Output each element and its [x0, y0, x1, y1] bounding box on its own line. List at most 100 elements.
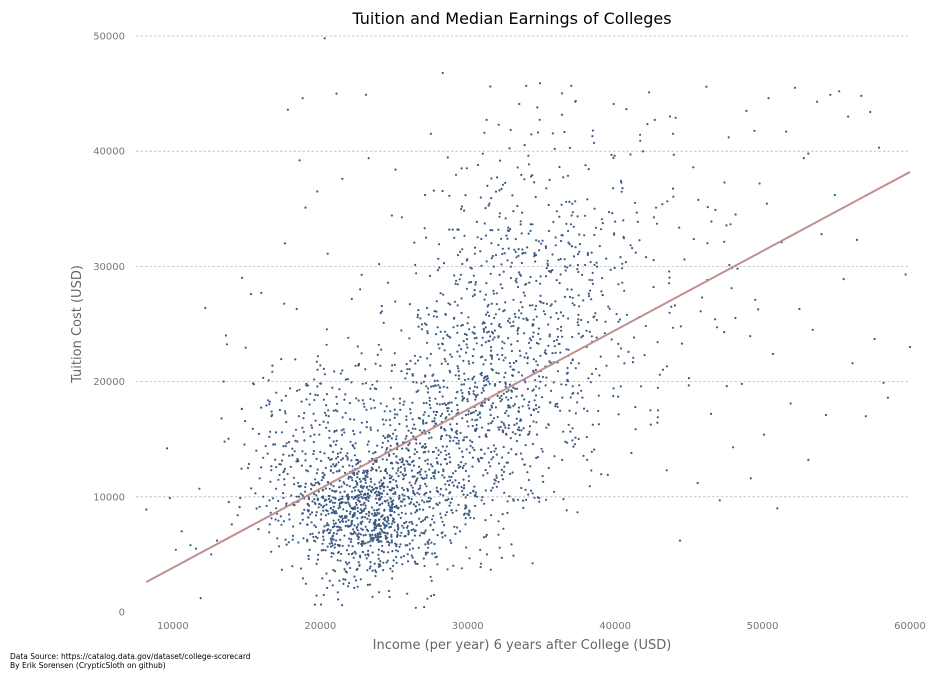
- data-point: [507, 427, 510, 430]
- data-point: [313, 498, 316, 501]
- data-point: [413, 534, 417, 537]
- data-point: [267, 379, 270, 382]
- data-point: [582, 407, 586, 410]
- data-point: [334, 443, 337, 446]
- data-point: [448, 228, 451, 231]
- data-point: [314, 393, 317, 396]
- data-point: [379, 498, 382, 501]
- data-point: [503, 465, 506, 468]
- data-point: [432, 528, 435, 532]
- data-point: [591, 282, 595, 285]
- data-point: [494, 254, 498, 257]
- data-point: [479, 356, 482, 359]
- data-point: [326, 421, 330, 424]
- data-point: [443, 349, 446, 352]
- data-point: [535, 239, 538, 242]
- data-point: [617, 395, 620, 398]
- data-point: [297, 481, 300, 484]
- data-point: [306, 384, 309, 387]
- data-point: [464, 462, 467, 465]
- data-point: [561, 396, 564, 399]
- data-point: [303, 439, 306, 442]
- data-point: [482, 389, 485, 392]
- data-point: [425, 401, 428, 405]
- data-point: [454, 173, 458, 176]
- data-point: [391, 501, 394, 504]
- data-point: [448, 504, 451, 507]
- data-point: [338, 515, 341, 518]
- data-point: [482, 377, 486, 380]
- data-point: [652, 286, 655, 289]
- data-point: [465, 333, 468, 336]
- data-point: [377, 491, 380, 495]
- data-point: [603, 332, 606, 335]
- data-point: [401, 447, 404, 450]
- data-point: [336, 529, 339, 532]
- data-point: [366, 475, 369, 479]
- data-point: [462, 478, 465, 481]
- data-point: [529, 465, 532, 468]
- data-point: [384, 470, 387, 473]
- data-point: [510, 543, 513, 546]
- data-point: [326, 522, 329, 525]
- data-point: [401, 486, 404, 490]
- data-point: [678, 226, 681, 229]
- data-point: [449, 436, 452, 439]
- data-point: [268, 523, 271, 526]
- data-point: [351, 516, 354, 519]
- data-point: [414, 263, 417, 266]
- data-point: [385, 458, 388, 461]
- data-point: [268, 499, 271, 502]
- data-point: [363, 496, 366, 499]
- data-point: [591, 271, 594, 274]
- y-tick-label: 30000: [93, 262, 125, 273]
- data-point: [321, 471, 324, 474]
- data-point: [411, 475, 414, 478]
- data-point: [444, 534, 447, 537]
- data-point: [364, 382, 367, 385]
- data-point: [335, 457, 338, 460]
- data-point: [349, 440, 352, 443]
- data-point: [515, 256, 518, 259]
- data-point: [446, 362, 449, 366]
- data-point: [451, 511, 454, 514]
- data-point: [408, 548, 411, 551]
- data-point: [385, 448, 388, 451]
- data-point: [306, 540, 309, 543]
- x-tick-label: 20000: [304, 621, 336, 632]
- data-point: [396, 531, 399, 534]
- data-point: [449, 479, 452, 482]
- data-point: [325, 393, 328, 396]
- data-point: [268, 531, 271, 534]
- data-point: [304, 452, 307, 455]
- data-point: [497, 358, 501, 361]
- data-point: [381, 446, 384, 449]
- data-point: [277, 545, 281, 548]
- data-point: [395, 561, 398, 565]
- data-point: [648, 91, 651, 94]
- data-point: [475, 342, 478, 345]
- data-point: [366, 541, 369, 544]
- data-point: [531, 442, 535, 446]
- data-point: [468, 451, 471, 454]
- data-point: [258, 505, 261, 508]
- data-point: [491, 499, 494, 502]
- data-point: [617, 283, 620, 286]
- data-point: [644, 256, 648, 259]
- data-point: [429, 352, 432, 356]
- data-point: [350, 533, 353, 536]
- data-point: [390, 533, 393, 537]
- data-point: [165, 447, 169, 450]
- data-point: [501, 456, 504, 459]
- data-point: [400, 461, 403, 464]
- trend-line: [145, 171, 911, 583]
- data-point: [600, 473, 603, 476]
- data-point: [457, 370, 460, 373]
- data-point: [576, 392, 580, 395]
- data-point: [514, 453, 518, 456]
- data-point: [306, 516, 310, 519]
- data-point: [439, 493, 442, 496]
- data-point: [457, 463, 460, 467]
- data-point: [281, 459, 284, 462]
- data-point: [436, 503, 439, 506]
